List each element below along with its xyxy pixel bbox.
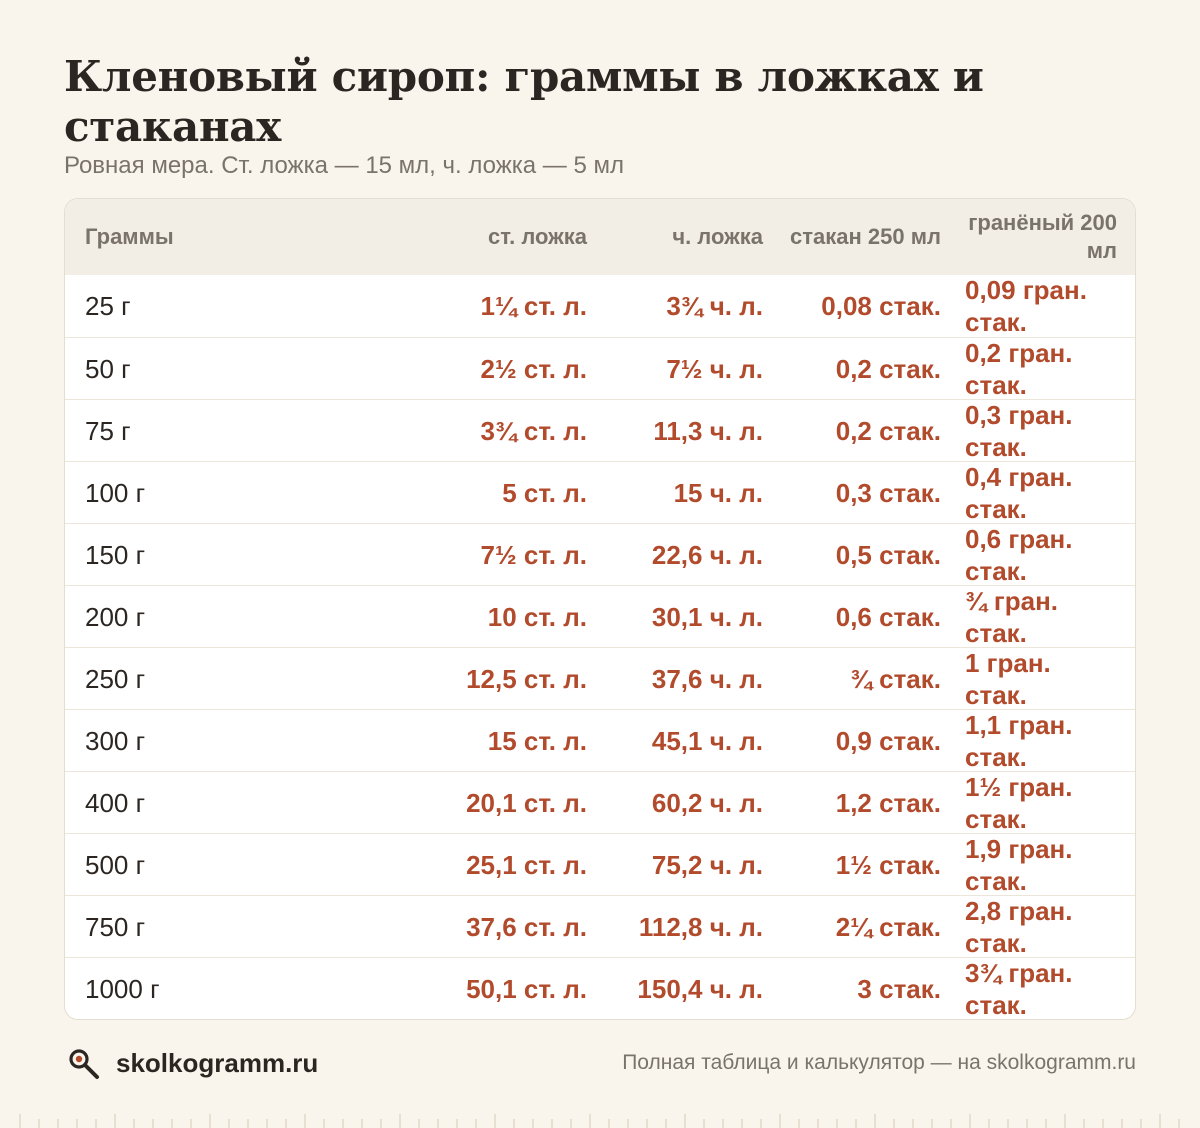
cell-teaspoon: 37,6 ч. л. (651, 664, 763, 694)
cell-teaspoon: 45,1 ч. л. (651, 726, 763, 756)
cell-tablespoon: 25,1 ст. л. (466, 850, 587, 880)
cell-teaspoon: 11,3 ч. л. (653, 416, 763, 446)
cell-cup-250: 0,2 стак. (835, 354, 941, 384)
cell-teaspoon: 60,2 ч. л. (651, 788, 763, 818)
cell-cup-250: 0,6 стак. (835, 602, 941, 632)
table-row: 25 г 1¼ ст. л. 3¾ ч. л. 0,08 стак. 0,09 гран… (65, 275, 1135, 337)
cell-teaspoon: 7½ ч. л. (666, 354, 763, 384)
cell-faceted-glass-200: 3¾ гран. стак. (965, 958, 1073, 1020)
cell-grams: 200 г (85, 602, 146, 632)
page-title: Кленовый сироп: граммы в ложках и стакан… (64, 52, 984, 151)
cell-faceted-glass-200: 0,4 гран. стак. (965, 462, 1073, 524)
table-row: 200 г 10 ст. л. 30,1 ч. л. 0,6 стак. ¾ гран.… (65, 585, 1135, 648)
conversion-table: Граммы ст. ложка ч. ложка стакан 250 мл … (64, 198, 1136, 1020)
table-row: 250 г 12,5 ст. л. 37,6 ч. л. ¾ стак. 1 гран.… (65, 647, 1135, 710)
footer-note: Полная таблица и калькулятор — на skolko… (622, 1051, 1136, 1074)
cell-grams: 400 г (85, 788, 146, 818)
cell-cup-250: 0,9 стак. (835, 726, 941, 756)
header-faceted-glass-200: гранёный 200 мл (968, 210, 1117, 263)
table-header: Граммы ст. ложка ч. ложка стакан 250 мл … (65, 199, 1135, 275)
cell-teaspoon: 150,4 ч. л. (637, 974, 763, 1004)
cell-tablespoon: 10 ст. л. (487, 602, 587, 632)
cell-cup-250: 3 стак. (857, 974, 941, 1004)
table-row: 50 г 2½ ст. л. 7½ ч. л. 0,2 стак. 0,2 гран. … (65, 337, 1135, 400)
cell-teaspoon: 112,8 ч. л. (638, 912, 763, 942)
table-row: 300 г 15 ст. л. 45,1 ч. л. 0,9 стак. 1,1 гра… (65, 709, 1135, 772)
cell-grams: 1000 г (85, 974, 160, 1004)
cell-faceted-glass-200: 0,09 гран. стак. (965, 275, 1087, 337)
page-subtitle: Ровная мера. Ст. ложка — 15 мл, ч. ложка… (64, 152, 624, 179)
cell-cup-250: 0,08 стак. (821, 291, 941, 321)
cell-tablespoon: 50,1 ст. л. (466, 974, 587, 1004)
cell-teaspoon: 22,6 ч. л. (651, 540, 763, 570)
cell-teaspoon: 75,2 ч. л. (651, 850, 763, 880)
cell-cup-250: 2¼ стак. (835, 912, 941, 942)
header-teaspoon: ч. ложка (672, 224, 763, 249)
cell-faceted-glass-200: 2,8 гран. стак. (965, 896, 1073, 958)
cell-faceted-glass-200: ¾ гран. стак. (965, 586, 1059, 648)
cell-faceted-glass-200: 1 гран. стак. (965, 648, 1051, 710)
cell-cup-250: 0,3 стак. (835, 478, 941, 508)
cell-faceted-glass-200: 0,2 гран. стак. (965, 338, 1073, 400)
cell-tablespoon: 3¾ ст. л. (480, 416, 587, 446)
cell-grams: 100 г (85, 478, 146, 508)
cell-cup-250: 0,5 стак. (835, 540, 941, 570)
cell-cup-250: 1,2 стак. (835, 788, 941, 818)
header-tablespoon: ст. ложка (488, 224, 587, 249)
table-row: 500 г 25,1 ст. л. 75,2 ч. л. 1½ стак. 1,9 гр… (65, 833, 1135, 896)
cell-faceted-glass-200: 0,3 гран. стак. (965, 400, 1073, 462)
cell-grams: 150 г (85, 540, 146, 570)
cell-tablespoon: 5 ст. л. (502, 478, 587, 508)
table-row: 750 г 37,6 ст. л. 112,8 ч. л. 2¼ стак. 2,8 г… (65, 895, 1135, 958)
ruler-decoration (19, 1114, 1180, 1128)
cell-tablespoon: 2½ ст. л. (480, 354, 587, 384)
cell-faceted-glass-200: 1,1 гран. стак. (965, 710, 1073, 772)
header-grams: Граммы (85, 224, 174, 249)
cell-tablespoon: 1¼ ст. л. (480, 291, 587, 321)
cell-grams: 300 г (85, 726, 146, 756)
cell-grams: 50 г (85, 354, 131, 384)
cell-grams: 750 г (85, 912, 146, 942)
cell-faceted-glass-200: 1,9 гран. стак. (965, 834, 1073, 896)
table-row: 400 г 20,1 ст. л. 60,2 ч. л. 1,2 стак. 1½ гр… (65, 771, 1135, 834)
cell-faceted-glass-200: 0,6 гран. стак. (965, 524, 1073, 586)
cell-teaspoon: 3¾ ч. л. (666, 291, 763, 321)
cell-tablespoon: 37,6 ст. л. (466, 912, 587, 942)
header-cup-250: стакан 250 мл (790, 224, 941, 249)
cell-cup-250: 0,2 стак. (835, 416, 941, 446)
cell-tablespoon: 12,5 ст. л. (466, 664, 587, 694)
cell-teaspoon: 15 ч. л. (673, 478, 763, 508)
table-row: 1000 г 50,1 ст. л. 150,4 ч. л. 3 стак. 3¾ гр… (65, 957, 1135, 1019)
footer-brand[interactable]: skolkogramm.ru (116, 1048, 319, 1078)
table-row: 100 г 5 ст. л. 15 ч. л. 0,3 стак. 0,4 гран. … (65, 461, 1135, 524)
cell-grams: 75 г (85, 416, 131, 446)
cell-tablespoon: 15 ст. л. (487, 726, 587, 756)
cell-grams: 500 г (85, 850, 146, 880)
magnifier-icon (69, 1049, 99, 1079)
cell-cup-250: 1½ стак. (835, 850, 941, 880)
cell-cup-250: ¾ стак. (850, 664, 941, 694)
cell-grams: 250 г (85, 664, 146, 694)
cell-tablespoon: 7½ ст. л. (480, 540, 587, 570)
table-row: 75 г 3¾ ст. л. 11,3 ч. л. 0,2 стак. 0,3 гран… (65, 399, 1135, 462)
cell-faceted-glass-200: 1½ гран. стак. (965, 772, 1073, 834)
cell-tablespoon: 20,1 ст. л. (466, 788, 587, 818)
table-row: 150 г 7½ ст. л. 22,6 ч. л. 0,5 стак. 0,6 гра… (65, 523, 1135, 586)
cell-grams: 25 г (85, 291, 131, 321)
cell-teaspoon: 30,1 ч. л. (651, 602, 763, 632)
